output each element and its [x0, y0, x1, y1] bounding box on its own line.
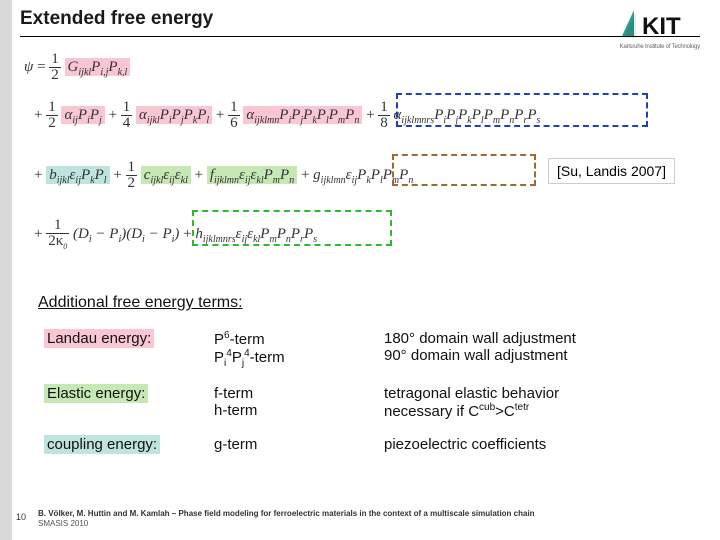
kit-logo: KIT Karlsruhe Institute of Technology: [620, 8, 700, 50]
row-terms: f-termh-term: [208, 377, 378, 428]
eq3-t1: bijklεijPkPl: [46, 166, 109, 184]
eq-line-1: ψ = 12 GijklPi,jPk,l: [24, 52, 130, 83]
eq2-t1: αijPiPj: [61, 106, 104, 124]
eq2-t3: αijklmnPiPjPkPlPmPn: [243, 106, 362, 124]
slide-title: Extended free energy: [20, 8, 213, 30]
row-terms: P6-termPi4Pj4-term: [208, 322, 378, 377]
row-desc: tetragonal elastic behaviornecessary if …: [378, 377, 678, 428]
row-desc: 180° domain wall adjustment90° domain wa…: [378, 322, 678, 377]
page-number: 10: [16, 512, 26, 522]
row-label: Landau energy:: [44, 329, 154, 348]
table-row: coupling energy: g-term piezoelectric co…: [38, 428, 678, 461]
row-terms: g-term: [208, 428, 378, 461]
eq1-frac: 12: [49, 52, 61, 83]
row-desc: piezoelectric coefficients: [378, 428, 678, 461]
eq-line-3: + bijklεijPkPl + 12 cijklεijεkl + fijklm…: [34, 160, 413, 191]
dashed-box-blue: [396, 93, 648, 127]
dashed-box-brown: [392, 154, 536, 186]
eq2-t2: αijklPiPjPkPl: [136, 106, 212, 124]
citation-box: [Su, Landis 2007]: [548, 158, 675, 184]
eq3-t2: cijklεijεkl: [141, 166, 191, 184]
row-label: Elastic energy:: [44, 384, 148, 403]
table-row: Landau energy: P6-termPi4Pj4-term 180° d…: [38, 322, 678, 377]
credit-line: B. Völker, M. Huttin and M. Kamlah – Pha…: [38, 509, 535, 518]
eq3-t3: fijklmnεijεklPmPn: [207, 166, 297, 184]
title-rule: [20, 36, 700, 37]
eq1-lhs: ψ =: [24, 59, 49, 75]
conference-line: SMASIS 2010: [38, 519, 88, 528]
citation-text: [Su, Landis 2007]: [557, 163, 666, 179]
eq1-body: GijklPi,jPk,l: [65, 58, 131, 76]
side-stripe: [0, 0, 12, 540]
eq4-t1: (Di − Pi)(Di − Pi): [73, 226, 179, 242]
dashed-box-green: [192, 210, 392, 246]
subheading: Additional free energy terms:: [38, 294, 243, 312]
terms-table: Landau energy: P6-termPi4Pj4-term 180° d…: [38, 322, 678, 461]
logo-caption: Karlsruhe Institute of Technology: [620, 44, 700, 50]
table-row: Elastic energy: f-termh-term tetragonal …: [38, 377, 678, 428]
row-label: coupling energy:: [44, 435, 160, 454]
slide-root: Extended free energy KIT Karlsruhe Insti…: [0, 0, 720, 540]
